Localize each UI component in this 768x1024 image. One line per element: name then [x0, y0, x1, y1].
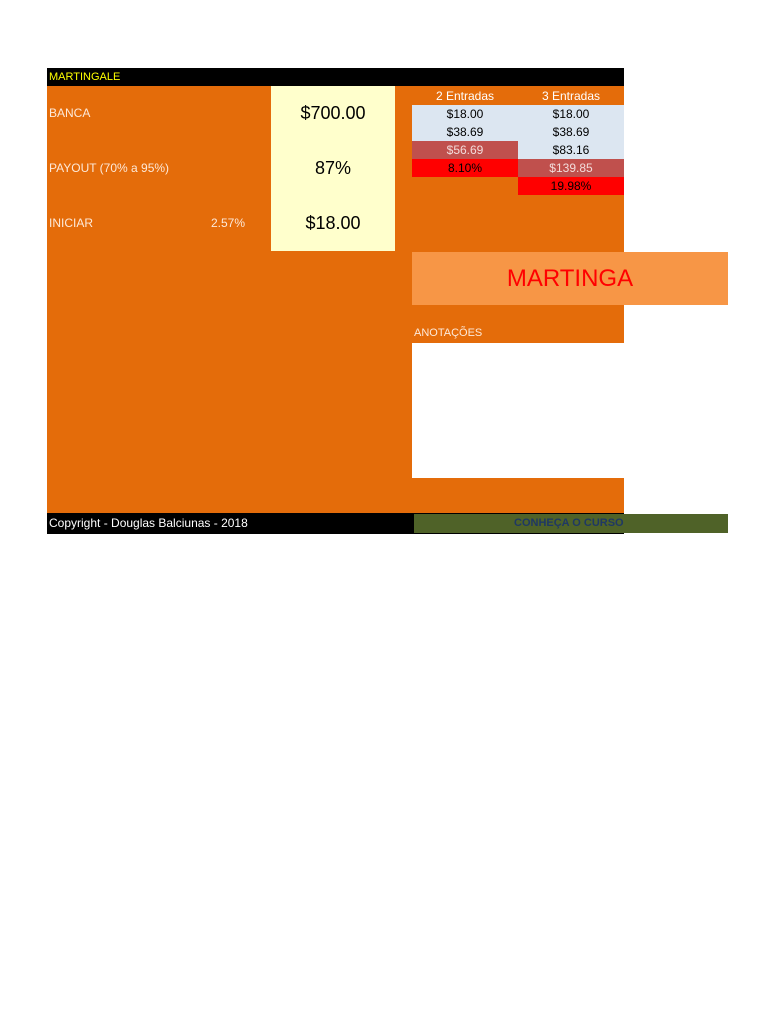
table-cell: $38.69 — [412, 123, 518, 141]
banca-label: BANCA — [49, 106, 91, 120]
notes-label: ANOTAÇÕES — [414, 327, 483, 339]
table-cell: $38.69 — [518, 123, 624, 141]
table-cell: $18.00 — [412, 105, 518, 123]
iniciar-label: INICIAR — [49, 216, 94, 230]
curso-link[interactable]: CONHEÇA O CURSO — [414, 514, 728, 533]
table-cell-percent: 19.98% — [518, 177, 624, 195]
iniciar-input[interactable]: $18.00 — [305, 213, 361, 233]
copyright-text: Copyright - Douglas Balciunas - 2018 — [49, 516, 248, 530]
col-2-entradas-header: 2 Entradas — [435, 89, 495, 103]
payout-label: PAYOUT (70% a 95%) — [49, 161, 170, 175]
payout-input[interactable]: 87% — [314, 158, 352, 178]
iniciar-percent: 2.57% — [211, 216, 246, 230]
col-3-entradas-header: 3 Entradas — [541, 89, 601, 103]
martingale-banner: MARTINGA — [412, 252, 728, 305]
banca-input[interactable]: $700.00 — [300, 103, 366, 123]
table-cell-total: $56.69 — [412, 141, 518, 159]
table-cell-total: $139.85 — [518, 159, 624, 177]
table-cell: $83.16 — [518, 141, 624, 159]
table-cell: $18.00 — [518, 105, 624, 123]
sheet-title: MARTINGALE — [47, 68, 624, 86]
table-cell-percent: 8.10% — [412, 159, 518, 177]
notes-area[interactable] — [412, 343, 624, 478]
input-panel — [271, 86, 395, 251]
